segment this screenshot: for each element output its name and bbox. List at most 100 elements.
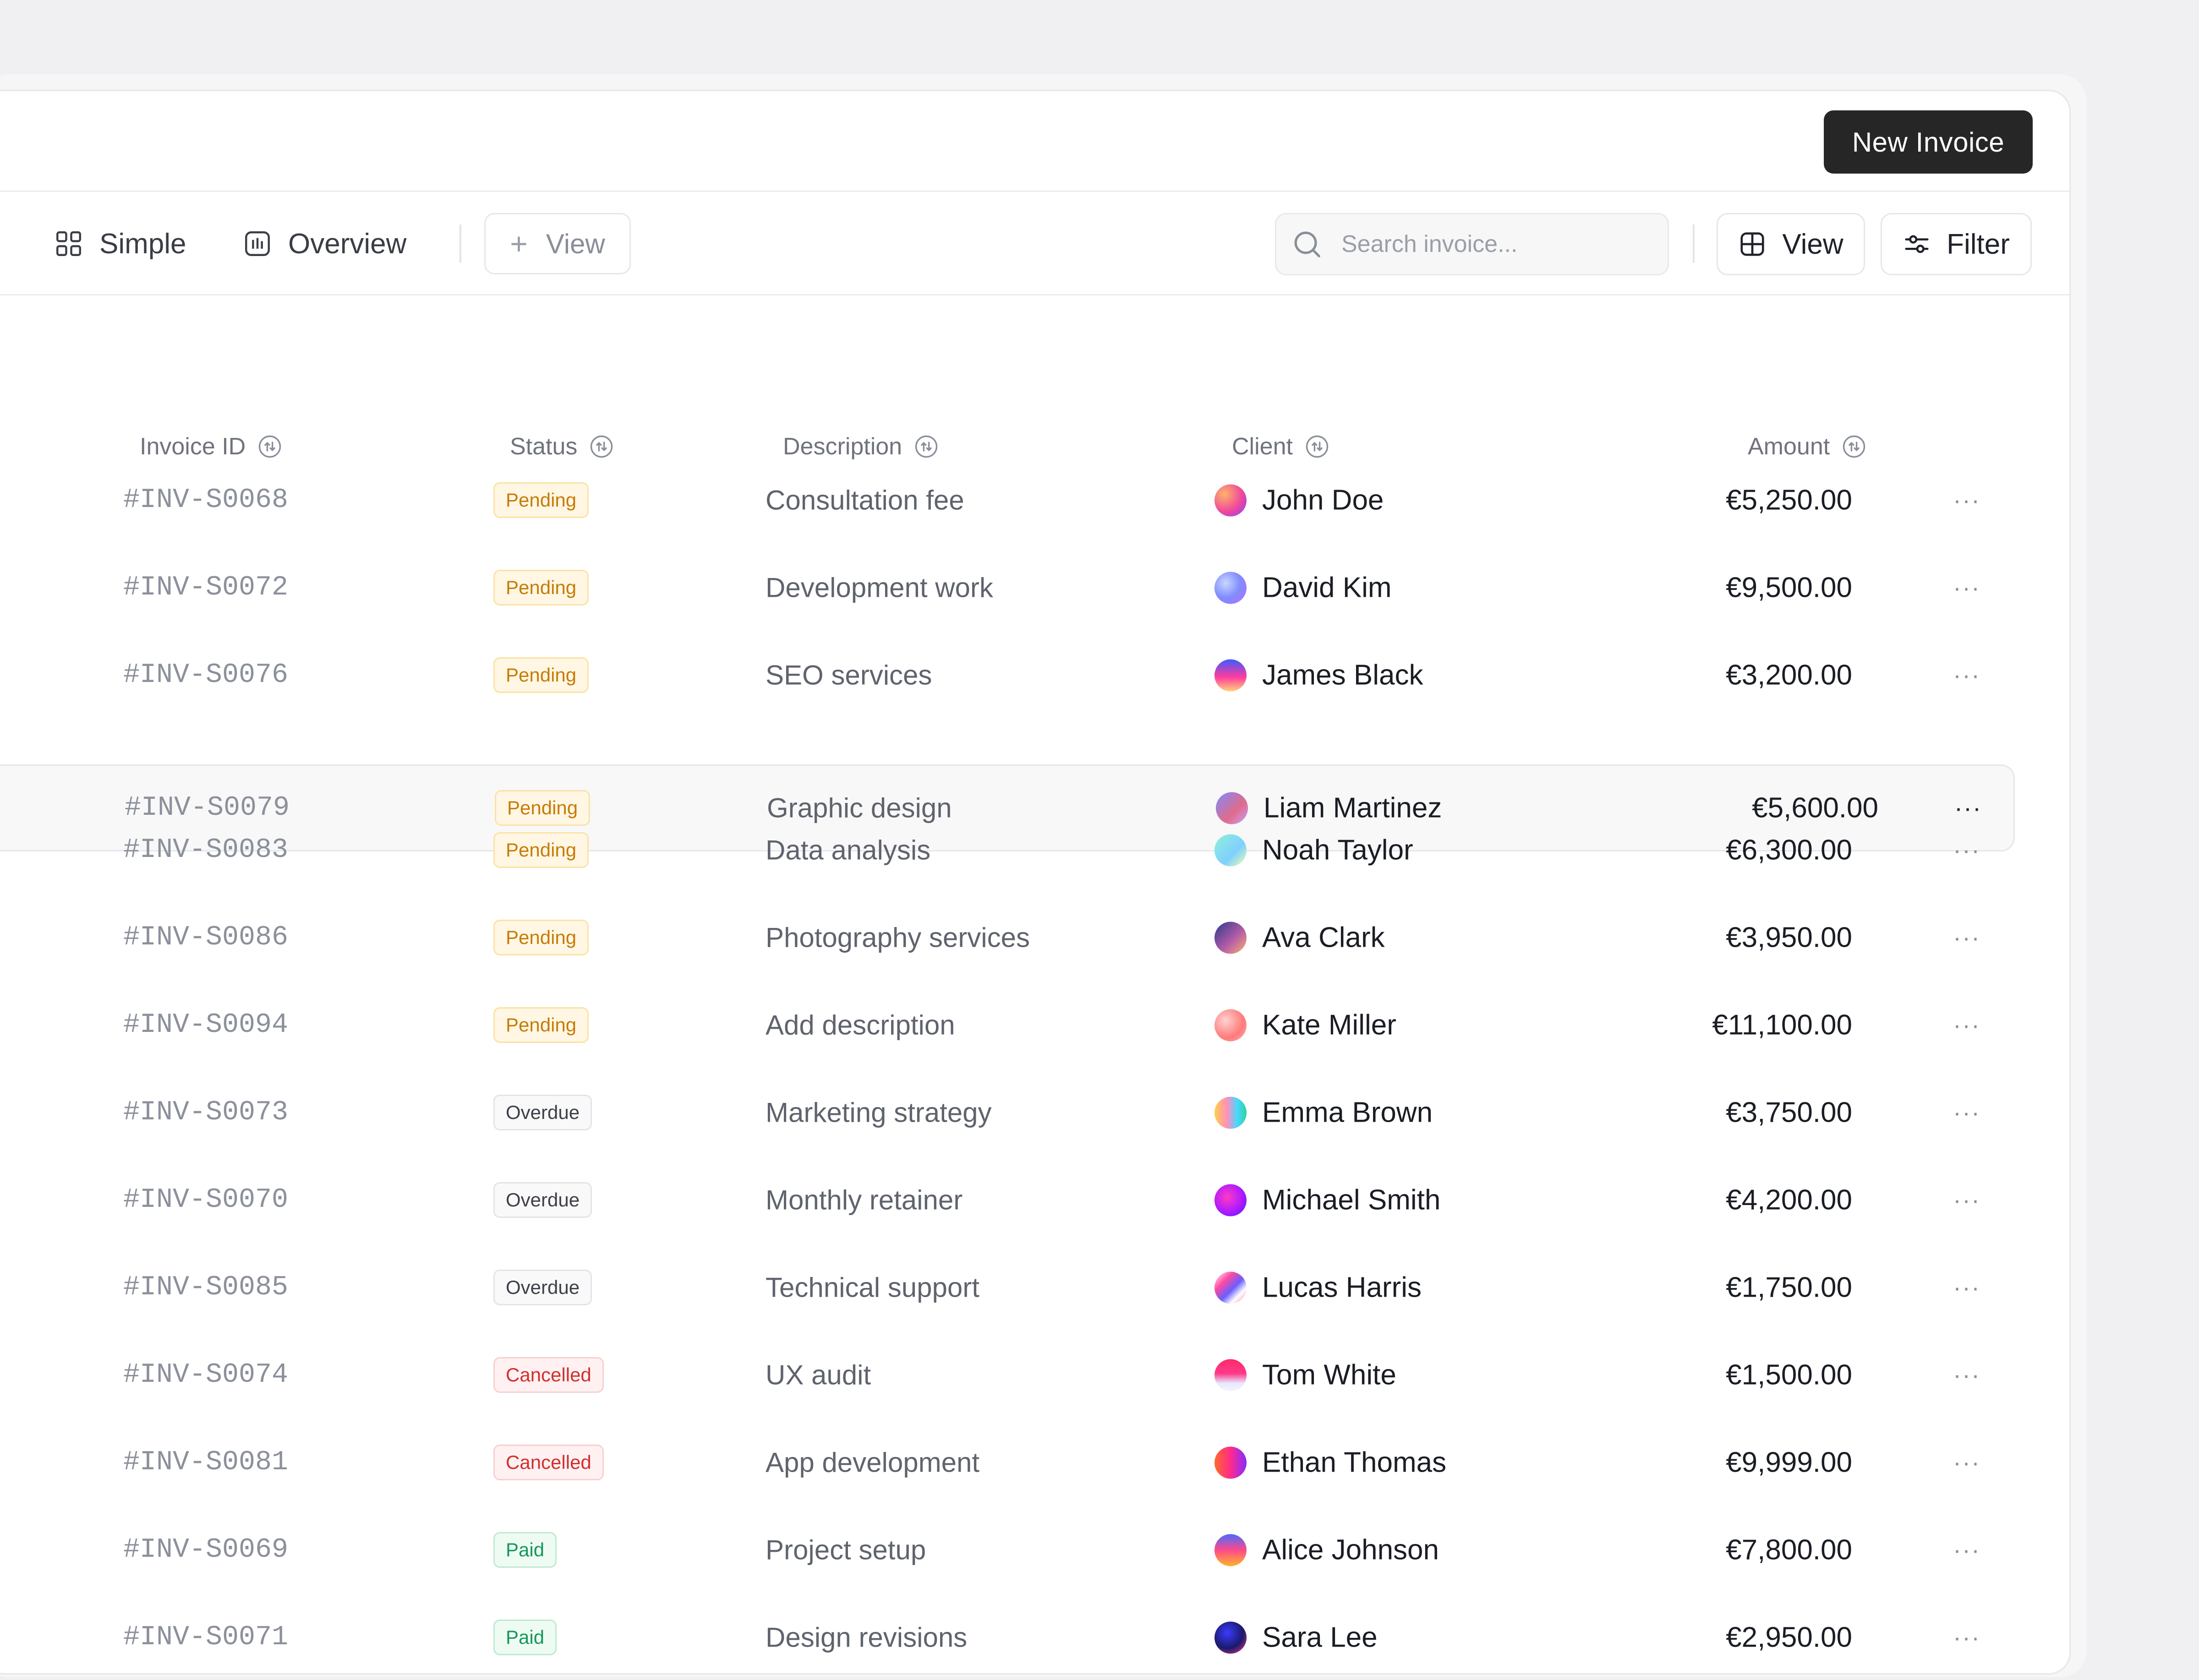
- new-invoice-button[interactable]: New Invoice: [1824, 110, 2033, 174]
- description: Marketing strategy: [766, 1097, 992, 1128]
- client-name: Tom White: [1262, 1359, 1396, 1391]
- more-options-icon[interactable]: ···: [1953, 1099, 1980, 1126]
- invoice-id: #INV-S0083: [123, 835, 289, 866]
- status-badge: Pending: [493, 657, 589, 693]
- invoice-id: #INV-S0079: [125, 792, 290, 824]
- avatar: [1214, 659, 1247, 691]
- table-row[interactable]: #INV-S0069 Paid Project setup Alice John…: [0, 1507, 2008, 1593]
- invoice-panel: New Invoice Simple Overview + View: [0, 90, 2071, 1675]
- table-row[interactable]: #INV-S0094 Pending Add description Kate …: [0, 982, 2008, 1068]
- invoice-id: #INV-S0068: [123, 485, 289, 516]
- table-row[interactable]: #INV-S0068 Pending Consultation fee John…: [0, 458, 2008, 543]
- add-view-button[interactable]: + View: [484, 213, 631, 274]
- amount: €1,750.00: [1726, 1271, 1852, 1304]
- description: SEO services: [766, 660, 932, 691]
- amount: €5,600.00: [1752, 792, 1878, 824]
- more-options-icon[interactable]: ···: [1953, 1361, 1980, 1389]
- table-row[interactable]: #INV-S0071 Paid Design revisions Sara Le…: [0, 1595, 2008, 1680]
- client: Sara Lee: [1214, 1621, 1378, 1654]
- table-row[interactable]: #INV-S0086 Pending Photography services …: [0, 895, 2008, 980]
- sort-icon: [1306, 435, 1329, 458]
- tab-label: Overview: [288, 228, 407, 260]
- status-badge: Pending: [493, 1007, 589, 1043]
- column-header-status[interactable]: Status: [510, 433, 614, 460]
- column-header-description[interactable]: Description: [783, 433, 939, 460]
- tab-simple[interactable]: Simple: [54, 192, 186, 295]
- amount: €9,999.00: [1726, 1446, 1852, 1478]
- amount: €6,300.00: [1726, 834, 1852, 866]
- more-options-icon[interactable]: ···: [1953, 661, 1980, 689]
- amount: €4,200.00: [1726, 1184, 1852, 1216]
- invoice-id: #INV-S0081: [123, 1447, 289, 1478]
- search-input[interactable]: [1340, 230, 1617, 258]
- client-name: Lucas Harris: [1262, 1271, 1422, 1304]
- table-row[interactable]: #INV-S0076 Pending SEO services James Bl…: [0, 633, 2008, 718]
- client-name: Kate Miller: [1262, 1009, 1396, 1041]
- description: UX audit: [766, 1359, 871, 1391]
- table-row[interactable]: #INV-S0070 Overdue Monthly retainer Mich…: [0, 1157, 2008, 1243]
- column-header-label: Amount: [1748, 433, 1830, 460]
- more-options-icon[interactable]: ···: [1953, 1536, 1980, 1564]
- more-options-icon[interactable]: ···: [1954, 794, 1982, 822]
- more-options-icon[interactable]: ···: [1953, 486, 1980, 514]
- filter-button[interactable]: Filter: [1881, 213, 2032, 275]
- more-options-icon[interactable]: ···: [1953, 1449, 1980, 1476]
- client-name: James Black: [1262, 659, 1423, 691]
- avatar: [1214, 834, 1247, 866]
- column-header-client[interactable]: Client: [1232, 433, 1329, 460]
- status-badge: Overdue: [493, 1270, 592, 1305]
- client: David Kim: [1214, 572, 1392, 604]
- status-badge: Pending: [495, 790, 591, 826]
- sort-icon: [591, 435, 613, 458]
- client-name: Noah Taylor: [1262, 834, 1413, 866]
- avatar: [1214, 1621, 1247, 1653]
- client: Ethan Thomas: [1214, 1446, 1446, 1479]
- more-options-icon[interactable]: ···: [1953, 1274, 1980, 1301]
- amount: €3,950.00: [1726, 922, 1852, 954]
- amount: €9,500.00: [1726, 572, 1852, 604]
- description: Add description: [766, 1009, 955, 1041]
- invoice-id: #INV-S0072: [123, 572, 289, 603]
- avatar: [1214, 1184, 1247, 1216]
- view-button[interactable]: View: [1717, 213, 1865, 275]
- table-row-highlighted[interactable]: #INV-S0079 Pending Graphic design Liam M…: [0, 764, 2015, 851]
- status-badge: Paid: [493, 1620, 557, 1655]
- more-options-icon[interactable]: ···: [1953, 1186, 1980, 1214]
- column-header-invoice-id[interactable]: Invoice ID: [140, 433, 282, 460]
- table-row[interactable]: #INV-S0081 Cancelled App development Eth…: [0, 1420, 2008, 1505]
- amount: €7,800.00: [1726, 1534, 1852, 1566]
- client: James Black: [1214, 659, 1423, 692]
- client-name: John Doe: [1262, 484, 1384, 516]
- table-row[interactable]: #INV-S0083 Pending Data analysis Noah Ta…: [0, 807, 2008, 893]
- table-row[interactable]: #INV-S0074 Cancelled UX audit Tom White …: [0, 1332, 2008, 1418]
- status-badge: Pending: [493, 920, 589, 955]
- status-badge: Pending: [493, 570, 589, 605]
- more-options-icon[interactable]: ···: [1953, 1624, 1980, 1651]
- table-row[interactable]: #INV-S0085 Overdue Technical support Luc…: [0, 1245, 2008, 1330]
- search-icon: [1294, 231, 1320, 257]
- sort-icon: [259, 435, 281, 458]
- client: Ava Clark: [1214, 922, 1385, 954]
- status-badge: Overdue: [493, 1182, 592, 1218]
- table-row[interactable]: #INV-S0073 Overdue Marketing strategy Em…: [0, 1070, 2008, 1155]
- tab-label: Simple: [99, 228, 186, 260]
- status-badge: Cancelled: [493, 1357, 604, 1393]
- client-name: Ethan Thomas: [1262, 1446, 1447, 1478]
- column-header-amount[interactable]: Amount: [1748, 433, 1866, 460]
- more-options-icon[interactable]: ···: [1953, 574, 1980, 601]
- tab-overview[interactable]: Overview: [242, 192, 406, 295]
- client: Liam Martinez: [1216, 792, 1442, 824]
- table-row[interactable]: #INV-S0072 Pending Development work Davi…: [0, 545, 2008, 630]
- invoice-id: #INV-S0094: [123, 1009, 289, 1041]
- avatar: [1214, 572, 1247, 604]
- client: Lucas Harris: [1214, 1271, 1422, 1304]
- more-options-icon[interactable]: ···: [1953, 1011, 1980, 1039]
- search-field[interactable]: [1275, 213, 1669, 275]
- avatar: [1214, 922, 1247, 954]
- invoice-id: #INV-S0070: [123, 1184, 289, 1216]
- client: Noah Taylor: [1214, 834, 1413, 867]
- invoice-id: #INV-S0085: [123, 1272, 289, 1303]
- invoice-id: #INV-S0073: [123, 1097, 289, 1128]
- more-options-icon[interactable]: ···: [1953, 836, 1980, 864]
- more-options-icon[interactable]: ···: [1953, 924, 1980, 951]
